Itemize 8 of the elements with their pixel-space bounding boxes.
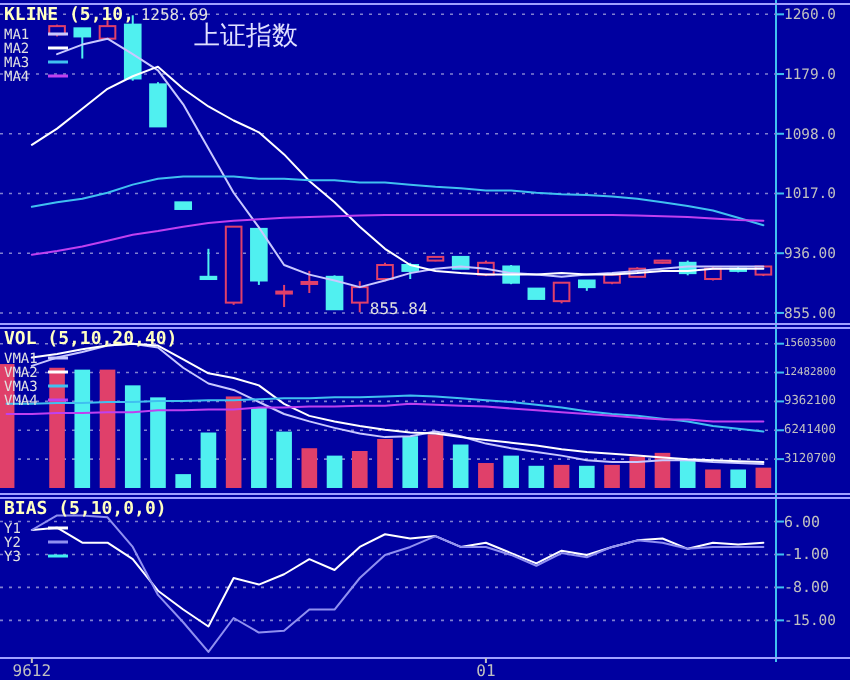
annotation: 855.84 bbox=[369, 300, 428, 319]
text: 上证指数 bbox=[194, 22, 298, 52]
x-tick-label: 9612 bbox=[12, 662, 52, 680]
annotation: 1258.69 bbox=[140, 6, 209, 24]
chart-title: BIAS (5,10,0,0) bbox=[4, 500, 167, 520]
chart-title: VOL (5,10,20,40) bbox=[4, 330, 178, 350]
x-tick-label: 01 bbox=[476, 662, 496, 680]
chart-subtitle: KLINE (5,10, bbox=[4, 6, 135, 26]
